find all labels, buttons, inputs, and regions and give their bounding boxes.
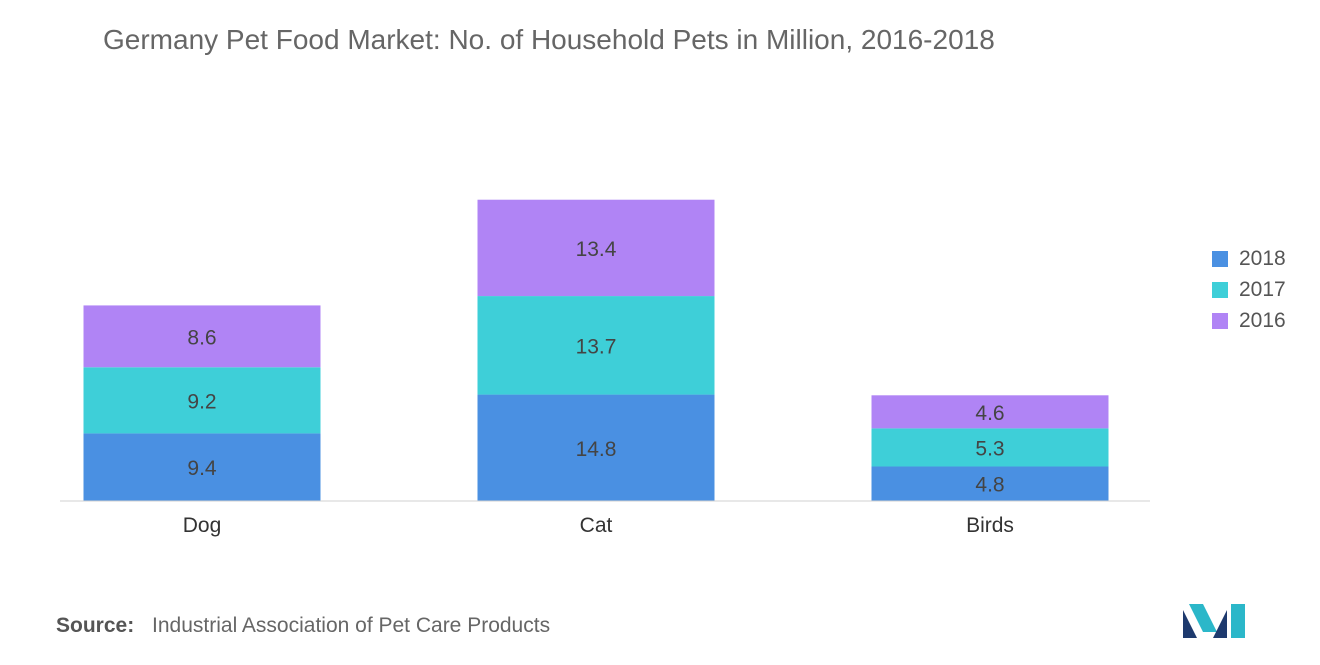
bars-group: 9.4 9.2 8.6 14.8 13.7 13.4 4.8 5.3 4.6 (83, 199, 1109, 501)
data-label-birds-2017: 5.3 (975, 437, 1004, 460)
chart-title: Germany Pet Food Market: No. of Househol… (103, 24, 995, 55)
data-label-cat-2017: 13.7 (576, 335, 617, 358)
bar-dog-2018 (83, 433, 321, 501)
source-note: Source: Industrial Association of Pet Ca… (56, 614, 550, 638)
legend-swatch-2017 (1212, 281, 1228, 298)
legend-item-2017: 2017 (1212, 274, 1286, 305)
legend-label-2016: 2016 (1239, 308, 1286, 332)
legend-item-2016: 2016 (1212, 305, 1286, 336)
data-label-birds-2016: 4.6 (975, 402, 1004, 425)
legend-label-2018: 2018 (1239, 246, 1286, 270)
source-label: Source: (56, 614, 135, 637)
legend-swatch-2018 (1212, 250, 1228, 267)
data-label-dog-2018: 9.4 (187, 457, 217, 480)
bar-cat-2016 (477, 199, 715, 297)
bar-dog-2017 (83, 367, 321, 434)
data-label-dog-2017: 9.2 (187, 390, 216, 413)
x-tick-label-dog: Dog (183, 514, 222, 537)
bar-cat-2018 (477, 394, 715, 501)
x-tick-label-birds: Birds (966, 514, 1014, 537)
source-text: Industrial Association of Pet Care Produ… (152, 614, 551, 637)
bar-dog-2016 (83, 305, 321, 368)
data-label-cat-2018: 14.8 (576, 438, 617, 461)
legend-item-2018: 2018 (1212, 243, 1286, 274)
data-label-birds-2018: 4.8 (975, 474, 1004, 497)
bar-birds-2017 (871, 428, 1109, 467)
data-label-dog-2016: 8.6 (187, 326, 216, 349)
bar-birds-2016 (871, 395, 1109, 429)
data-label-cat-2016: 13.4 (576, 238, 617, 261)
bar-cat-2017 (477, 296, 715, 395)
legend-label-2017: 2017 (1239, 277, 1286, 301)
x-axis-labels: Dog Cat Birds (183, 514, 1014, 537)
legend: 2018 2017 2016 (1212, 243, 1286, 336)
bar-birds-2018 (871, 466, 1109, 501)
legend-swatch-2016 (1212, 312, 1228, 329)
mordor-intelligence-logo-icon (1183, 604, 1245, 638)
x-tick-label-cat: Cat (580, 514, 613, 537)
